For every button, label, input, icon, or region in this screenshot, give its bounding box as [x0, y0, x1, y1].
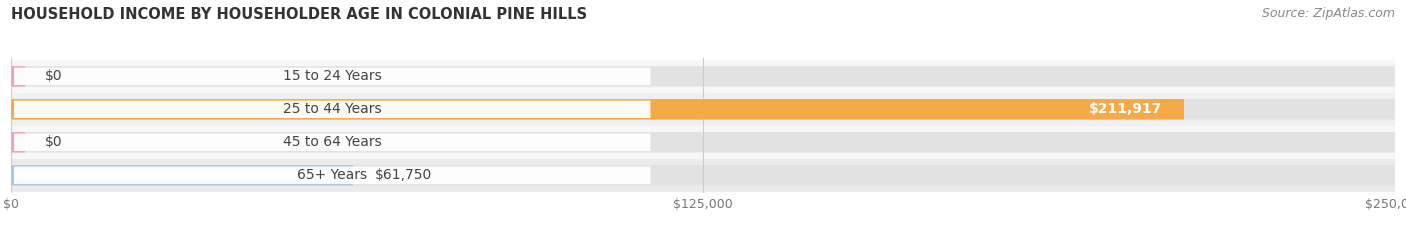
- Text: $61,750: $61,750: [375, 168, 433, 182]
- Bar: [11, 159, 1395, 192]
- FancyBboxPatch shape: [11, 99, 1184, 120]
- FancyBboxPatch shape: [14, 134, 651, 151]
- Text: 65+ Years: 65+ Years: [297, 168, 367, 182]
- Bar: [11, 93, 1395, 126]
- Text: Source: ZipAtlas.com: Source: ZipAtlas.com: [1261, 7, 1395, 20]
- FancyBboxPatch shape: [11, 132, 1395, 153]
- Text: $0: $0: [45, 135, 62, 149]
- FancyBboxPatch shape: [14, 167, 651, 184]
- FancyBboxPatch shape: [11, 132, 25, 153]
- FancyBboxPatch shape: [11, 165, 353, 185]
- Text: 15 to 24 Years: 15 to 24 Years: [283, 69, 381, 83]
- Bar: [11, 126, 1395, 159]
- Text: 45 to 64 Years: 45 to 64 Years: [283, 135, 381, 149]
- Text: HOUSEHOLD INCOME BY HOUSEHOLDER AGE IN COLONIAL PINE HILLS: HOUSEHOLD INCOME BY HOUSEHOLDER AGE IN C…: [11, 7, 588, 22]
- FancyBboxPatch shape: [11, 66, 1395, 87]
- Text: $0: $0: [45, 69, 62, 83]
- FancyBboxPatch shape: [11, 165, 1395, 185]
- FancyBboxPatch shape: [11, 66, 25, 87]
- Text: $211,917: $211,917: [1088, 102, 1161, 116]
- FancyBboxPatch shape: [14, 68, 651, 85]
- FancyBboxPatch shape: [14, 101, 651, 118]
- FancyBboxPatch shape: [11, 99, 1395, 120]
- Text: 25 to 44 Years: 25 to 44 Years: [283, 102, 381, 116]
- Bar: [11, 60, 1395, 93]
